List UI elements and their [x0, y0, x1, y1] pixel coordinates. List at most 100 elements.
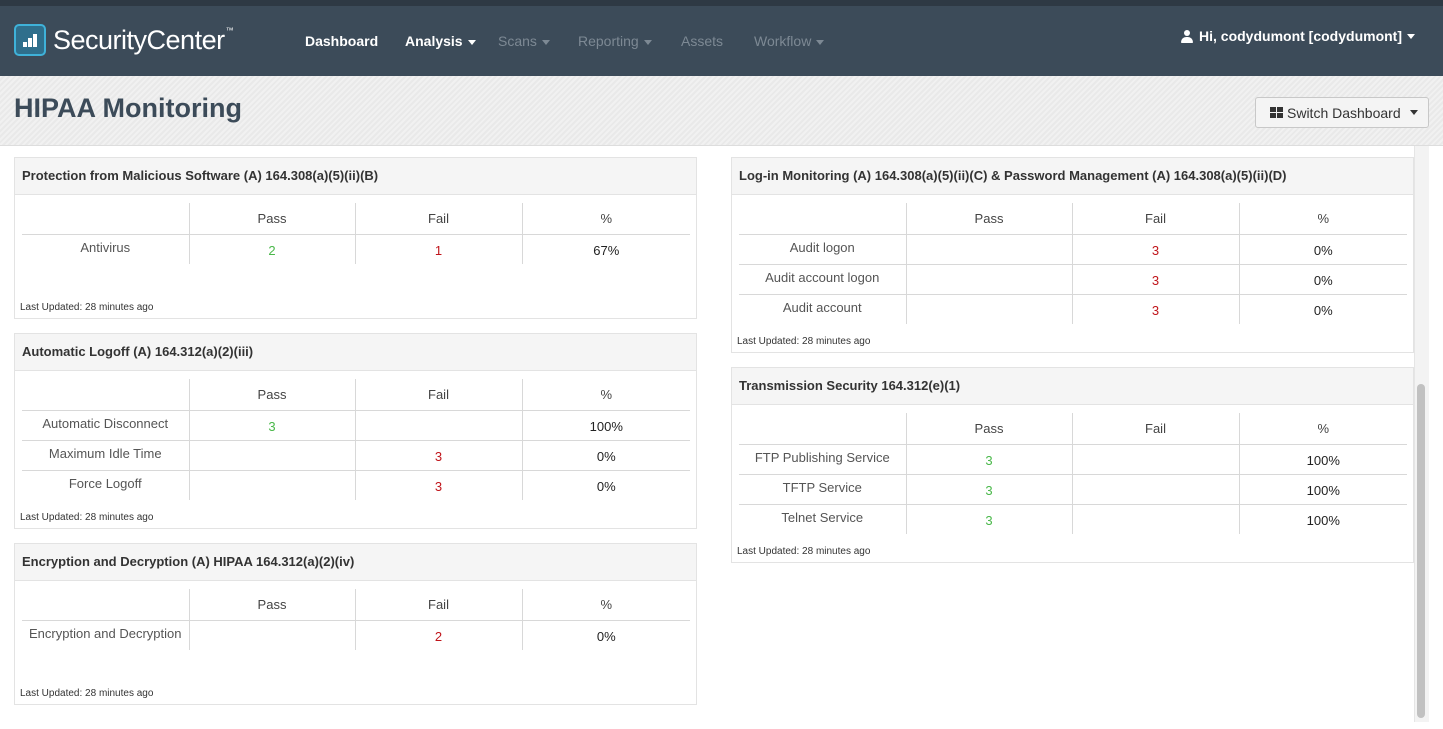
chevron-down-icon	[541, 39, 550, 45]
pass-count[interactable]	[906, 234, 1073, 265]
nav-analysis[interactable]: Analysis	[405, 33, 476, 49]
last-updated: Last Updated: 28 minutes ago	[20, 302, 154, 313]
panel-malware-protection: Protection from Malicious Software (A) 1…	[14, 157, 697, 319]
percent-value: 100%	[522, 410, 690, 441]
pass-count[interactable]	[189, 620, 356, 650]
nav-workflow-label: Workflow	[754, 33, 812, 49]
chevron-down-icon	[643, 39, 652, 45]
fail-count[interactable]: 3	[1072, 294, 1240, 324]
percent-value: 0%	[1313, 303, 1333, 319]
pass-count[interactable]: 3	[906, 504, 1073, 534]
col-pass: Pass	[189, 203, 356, 235]
row-label: Telnet Service	[739, 504, 907, 534]
panel-title: Protection from Malicious Software (A) 1…	[15, 158, 696, 195]
col-fail: Fail	[355, 203, 523, 235]
table-row: Audit account 3 0%	[739, 294, 1407, 324]
pass-count[interactable]: 3	[906, 444, 1073, 475]
col-percent: %	[1239, 413, 1407, 445]
pass-count[interactable]: 2	[189, 234, 356, 264]
status-table: Pass Fail % FTP Publishing Service 3 100…	[739, 413, 1407, 534]
user-menu[interactable]: Hi, codydumont [codydumont]	[1181, 28, 1415, 44]
fail-count[interactable]	[1072, 474, 1240, 505]
fail-count[interactable]	[355, 410, 523, 441]
grid-icon	[1270, 107, 1283, 118]
status-table: Pass Fail % Antivirus 2 1 67%	[22, 203, 690, 264]
nav-dashboard[interactable]: Dashboard	[305, 33, 378, 49]
fail-count[interactable]	[1072, 444, 1240, 475]
table-row: Telnet Service 3 100%	[739, 504, 1407, 534]
row-label: Audit account	[739, 294, 907, 324]
brand-logo[interactable]: SecurityCenter ™	[14, 24, 234, 56]
user-greeting: Hi, codydumont [codydumont]	[1199, 28, 1402, 44]
nav-scans-label: Scans	[498, 33, 537, 49]
row-label: Antivirus	[22, 234, 190, 264]
table-row: Force Logoff 3 0%	[22, 470, 690, 500]
page-title: HIPAA Monitoring	[14, 93, 242, 123]
table-row: Encryption and Decryption 2 0%	[22, 620, 690, 650]
pass-count[interactable]	[906, 264, 1073, 295]
col-fail: Fail	[1072, 203, 1240, 235]
chevron-down-icon	[816, 39, 825, 45]
fail-count[interactable]: 2	[355, 620, 523, 650]
nav-reporting[interactable]: Reporting	[578, 33, 652, 49]
fail-count[interactable]	[1072, 504, 1240, 534]
scrollbar-thumb[interactable]	[1417, 384, 1425, 718]
table-row: Audit logon 3 0%	[739, 234, 1407, 265]
nav-assets[interactable]: Assets	[681, 33, 723, 49]
panel-title: Log-in Monitoring (A) 164.308(a)(5)(ii)(…	[732, 158, 1413, 195]
col-percent: %	[522, 203, 690, 235]
col-fail: Fail	[355, 379, 523, 411]
percent-value: 0%	[596, 629, 616, 645]
pass-count[interactable]: 3	[906, 474, 1073, 505]
pass-count[interactable]: 3	[189, 410, 356, 441]
panel-encryption: Encryption and Decryption (A) HIPAA 164.…	[14, 543, 697, 705]
percent-value: 0%	[596, 479, 616, 495]
percent-value: 0%	[1239, 234, 1407, 265]
percent-value: 100%	[1239, 444, 1407, 475]
table-row: Automatic Disconnect 3 100%	[22, 410, 690, 441]
row-label: Audit account logon	[739, 264, 907, 295]
pass-count[interactable]	[189, 470, 356, 500]
logo-chart-icon	[14, 24, 46, 56]
fail-count[interactable]: 3	[1072, 234, 1240, 265]
chevron-down-icon	[1407, 33, 1415, 39]
percent-value: 67%	[593, 243, 620, 259]
table-row: FTP Publishing Service 3 100%	[739, 444, 1407, 475]
row-label: Force Logoff	[22, 470, 190, 500]
percent-value: 100%	[1239, 474, 1407, 505]
panel-login-monitoring: Log-in Monitoring (A) 164.308(a)(5)(ii)(…	[731, 157, 1414, 353]
panel-automatic-logoff: Automatic Logoff (A) 164.312(a)(2)(iii) …	[14, 333, 697, 529]
switch-dashboard-button[interactable]: Switch Dashboard	[1255, 97, 1429, 128]
row-label: Encryption and Decryption	[22, 620, 190, 650]
brand-name: SecurityCenter	[53, 24, 225, 55]
row-label: TFTP Service	[739, 474, 907, 505]
nav-dashboard-label: Dashboard	[305, 33, 379, 49]
nav-workflow[interactable]: Workflow	[754, 33, 825, 49]
row-label: FTP Publishing Service	[739, 444, 907, 475]
col-percent: %	[522, 589, 690, 621]
row-label: Audit logon	[739, 234, 907, 265]
col-fail: Fail	[355, 589, 523, 621]
pass-count[interactable]	[906, 294, 1073, 324]
nav-reporting-label: Reporting	[578, 33, 639, 49]
navbar: SecurityCenter ™ Dashboard Analysis Scan…	[0, 6, 1443, 76]
fail-count[interactable]: 1	[355, 234, 523, 264]
row-label: Maximum Idle Time	[22, 440, 190, 471]
fail-count[interactable]: 3	[355, 470, 523, 500]
percent-value: 100%	[1306, 513, 1340, 529]
nav-scans[interactable]: Scans	[498, 33, 550, 49]
fail-count[interactable]: 3	[1072, 264, 1240, 295]
pass-count[interactable]	[189, 440, 356, 471]
last-updated: Last Updated: 28 minutes ago	[737, 336, 871, 347]
last-updated: Last Updated: 28 minutes ago	[737, 546, 871, 557]
switch-dashboard-label: Switch Dashboard	[1287, 104, 1401, 121]
last-updated: Last Updated: 28 minutes ago	[20, 512, 154, 523]
last-updated: Last Updated: 28 minutes ago	[20, 688, 154, 699]
brand-trademark: ™	[225, 25, 234, 35]
percent-value: 0%	[522, 440, 690, 471]
fail-count[interactable]: 3	[355, 440, 523, 471]
col-pass: Pass	[906, 203, 1073, 235]
col-percent: %	[522, 379, 690, 411]
col-pass: Pass	[906, 413, 1073, 445]
panel-title: Encryption and Decryption (A) HIPAA 164.…	[15, 544, 696, 581]
